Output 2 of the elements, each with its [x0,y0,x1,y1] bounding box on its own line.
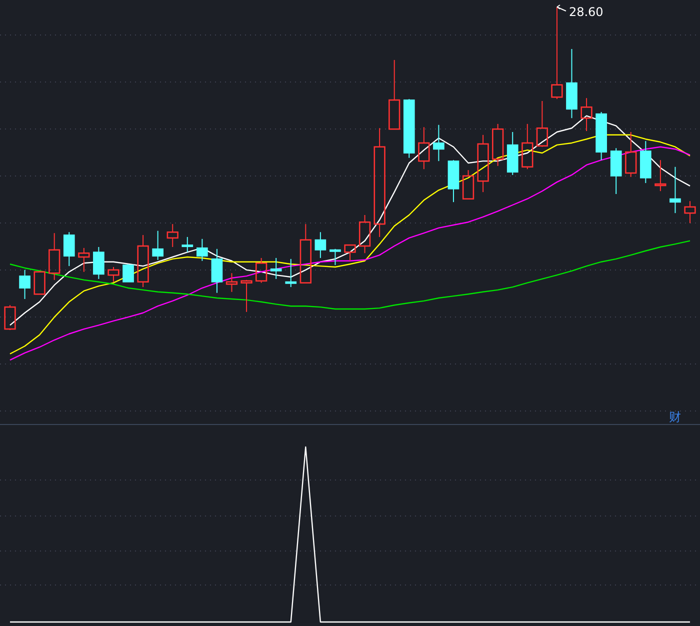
text: 财 [669,410,681,424]
annotation: 28.60 [568,5,604,19]
